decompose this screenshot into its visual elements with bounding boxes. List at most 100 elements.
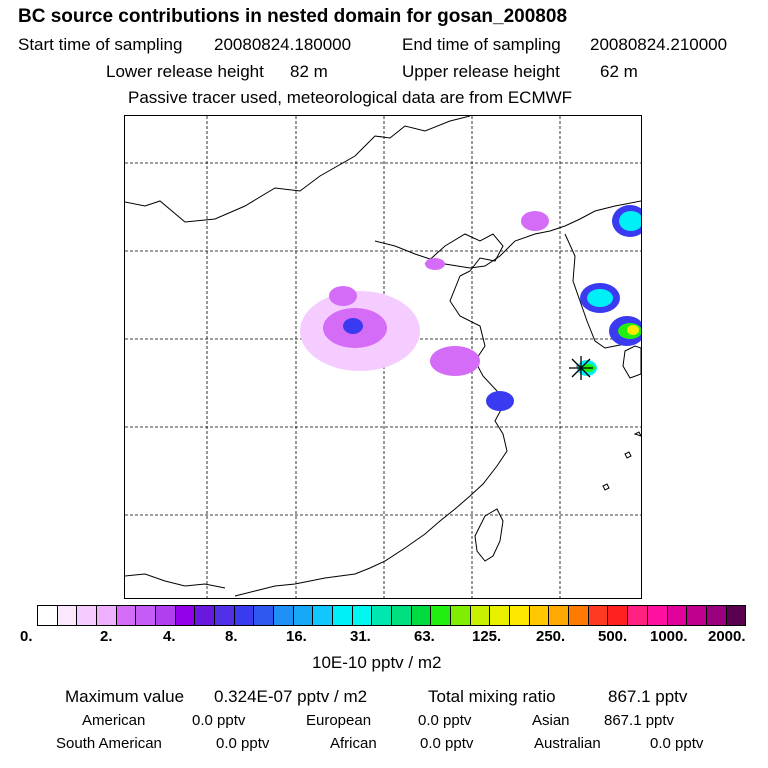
legend-swatch-23 xyxy=(490,606,511,625)
legend-swatch-24 xyxy=(510,606,530,625)
plume-north-blob xyxy=(329,286,357,306)
region-value: 0.0 pptv xyxy=(420,735,474,752)
plume-korea xyxy=(577,205,641,376)
receptor-marker xyxy=(569,356,593,380)
color-scale-bar xyxy=(37,605,746,626)
map-canvas xyxy=(125,116,641,598)
legend-swatch-31 xyxy=(647,606,668,625)
end-time-value: 20080824.210000 xyxy=(590,35,728,54)
legend-tick-7: 125. xyxy=(472,628,502,645)
plume-inland-core xyxy=(343,318,363,334)
taiwan xyxy=(474,508,504,562)
legend-swatch-16 xyxy=(352,606,373,625)
legend-swatch-33 xyxy=(687,606,707,625)
region-name: African xyxy=(330,735,377,752)
legend-swatch-8 xyxy=(195,606,216,625)
legend-swatch-34 xyxy=(706,606,727,625)
total-mixing-value: 867.1 pptv xyxy=(608,687,688,706)
border-china-mongolia xyxy=(125,116,471,223)
legend-swatch-27 xyxy=(569,606,589,625)
legend-tick-8: 250. xyxy=(536,628,566,645)
legend-swatch-3 xyxy=(97,606,117,625)
region-value: 0.0 pptv xyxy=(216,735,270,752)
legend-tick-2: 4. xyxy=(163,628,176,645)
legend-tick-9: 500. xyxy=(598,628,628,645)
legend-swatch-26 xyxy=(549,606,570,625)
border-vietnam xyxy=(125,573,226,589)
kyushu xyxy=(622,345,641,379)
border-china-korea xyxy=(374,200,641,269)
region-value: 867.1 pptv xyxy=(604,712,675,729)
plume-korea-south-yellow xyxy=(627,325,639,335)
legend-swatch-10 xyxy=(234,606,255,625)
legend-swatch-29 xyxy=(608,606,629,625)
legend-tick-5: 31. xyxy=(350,628,371,645)
legend-swatch-18 xyxy=(392,606,412,625)
plume-korea-central-core xyxy=(587,289,613,307)
legend-swatch-9 xyxy=(215,606,235,625)
legend-swatch-22 xyxy=(470,606,491,625)
plume-far-north xyxy=(425,258,445,270)
region-name: American xyxy=(82,712,146,729)
legend-tick-1: 2. xyxy=(100,628,113,645)
legend-swatch-14 xyxy=(313,606,334,625)
region-value: 0.0 pptv xyxy=(418,712,472,729)
legend-swatch-25 xyxy=(529,606,550,625)
tracer-note: Passive tracer used, meteorological data… xyxy=(128,88,573,107)
legend-swatch-5 xyxy=(136,606,157,625)
legend-swatch-13 xyxy=(293,606,314,625)
legend-swatch-6 xyxy=(156,606,176,625)
legend-swatch-4 xyxy=(116,606,137,625)
legend-swatch-12 xyxy=(274,606,294,625)
plume-border-north xyxy=(521,211,549,231)
legend-swatch-21 xyxy=(451,606,471,625)
max-value-label: Maximum value xyxy=(65,687,185,706)
plume-yangtze-delta xyxy=(486,391,514,411)
start-time-value: 20080824.180000 xyxy=(214,35,352,54)
max-value: 0.324E-07 pptv / m2 xyxy=(214,687,368,706)
start-time-label: Start time of sampling xyxy=(18,35,183,54)
bohai-coast xyxy=(424,233,504,277)
map-frame xyxy=(124,115,642,599)
korea-coast xyxy=(564,233,641,349)
region-value: 0.0 pptv xyxy=(192,712,246,729)
legend-tick-0: 0. xyxy=(20,628,33,645)
legend-swatch-28 xyxy=(588,606,609,625)
legend-swatch-0 xyxy=(38,606,58,625)
legend-swatch-20 xyxy=(431,606,452,625)
legend-swatch-11 xyxy=(254,606,275,625)
region-name: European xyxy=(306,712,372,729)
legend-tick-4: 16. xyxy=(286,628,307,645)
coastlines xyxy=(125,116,641,597)
legend-tick-6: 63. xyxy=(414,628,435,645)
upper-height-label: Upper release height xyxy=(402,62,560,81)
legend-swatch-19 xyxy=(411,606,432,625)
plume-shandong xyxy=(430,346,480,376)
legend-swatch-17 xyxy=(372,606,393,625)
legend-tick-11: 2000. xyxy=(708,628,746,645)
region-value: 0.0 pptv xyxy=(650,735,704,752)
legend-swatch-35 xyxy=(726,606,746,625)
legend-swatch-7 xyxy=(175,606,196,625)
plume-korea-ne-core xyxy=(619,211,641,231)
plume-areas xyxy=(300,205,641,411)
legend-tick-10: 1000. xyxy=(650,628,688,645)
legend-swatch-15 xyxy=(333,606,353,625)
legend-swatch-32 xyxy=(667,606,688,625)
legend-swatch-2 xyxy=(77,606,98,625)
legend-tick-3: 8. xyxy=(225,628,238,645)
ryukyu-islands xyxy=(602,431,641,491)
region-name: Australian xyxy=(534,735,601,752)
legend-swatch-1 xyxy=(57,606,78,625)
upper-height-value: 62 m xyxy=(600,62,638,81)
china-east-coast xyxy=(234,275,508,597)
map-title: BC source contributions in nested domain… xyxy=(18,6,568,27)
region-name: South American xyxy=(56,735,162,752)
plume-inland xyxy=(300,211,549,411)
legend-unit: 10E-10 pptv / m2 xyxy=(312,653,442,672)
total-mixing-label: Total mixing ratio xyxy=(428,687,556,706)
lower-height-label: Lower release height xyxy=(106,62,264,81)
lower-height-value: 82 m xyxy=(290,62,328,81)
end-time-label: End time of sampling xyxy=(402,35,561,54)
legend-swatch-30 xyxy=(628,606,648,625)
